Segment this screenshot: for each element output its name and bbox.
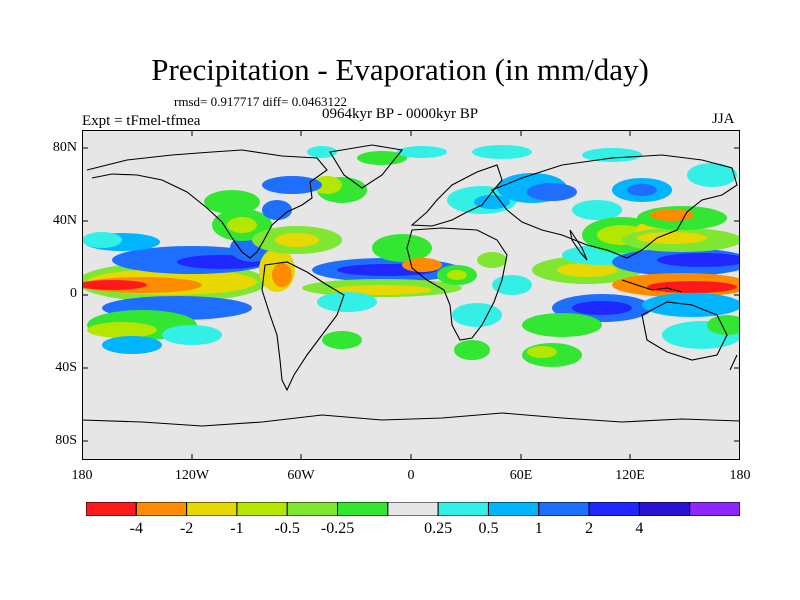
lat-label-40s: 40S xyxy=(55,360,77,375)
lon-label-60w: 60W xyxy=(287,468,315,483)
lat-label-0: 0 xyxy=(70,286,77,301)
lon-label-120w: 120W xyxy=(174,468,210,483)
period-label: 0964kyr BP - 0000kyr BP xyxy=(322,106,479,122)
map-title: Precipitation - Evaporation (in mm/day) xyxy=(151,52,649,87)
experiment-label: Expt = tFmel-tfmea xyxy=(82,113,201,129)
lon-label-0: 0 xyxy=(407,468,415,483)
lon-label-120e: 120E xyxy=(615,468,645,483)
colorbar xyxy=(86,502,740,516)
colorbar-label: -0.5 xyxy=(274,520,300,537)
colorbar-swatch xyxy=(538,502,590,516)
colorbar-swatch xyxy=(286,502,339,516)
colorbar-label: -0.25 xyxy=(320,520,355,537)
stats-label: rmsd= 0.917717 diff= 0.0463122 xyxy=(174,94,347,109)
colorbar-swatch xyxy=(387,502,439,516)
lat-label-80n: 80N xyxy=(52,140,77,155)
colorbar-swatch xyxy=(487,502,540,516)
colorbar-swatch xyxy=(588,502,640,516)
colorbar-label: 1 xyxy=(534,520,543,537)
lon-label-180w: 180 xyxy=(71,468,93,483)
colorbar-swatch xyxy=(689,502,740,516)
colorbar-label: 4 xyxy=(635,520,644,537)
axis-ticks xyxy=(82,130,740,460)
colorbar-label: -4 xyxy=(129,520,143,537)
colorbar-swatch xyxy=(186,502,238,516)
colorbar-label: 0.5 xyxy=(478,520,499,537)
lon-label-60e: 60E xyxy=(509,468,533,483)
season-label: JJA xyxy=(712,111,735,127)
colorbar-swatch xyxy=(236,502,288,516)
colorbar-swatch xyxy=(437,502,489,516)
colorbar-swatch xyxy=(86,502,137,516)
colorbar-swatch xyxy=(638,502,691,516)
coastlines xyxy=(82,144,740,427)
pe-field xyxy=(82,145,740,367)
lon-label-180e: 180 xyxy=(729,468,751,483)
colorbar-swatch xyxy=(135,502,188,516)
map-panel xyxy=(82,130,740,460)
colorbar-label: 0.25 xyxy=(424,520,453,537)
lat-label-80s: 80S xyxy=(55,433,77,448)
lat-label-40n: 40N xyxy=(52,213,77,228)
colorbar-label: 2 xyxy=(585,520,594,537)
colorbar-swatch xyxy=(337,502,389,516)
colorbar-label: -2 xyxy=(179,520,194,537)
colorbar-label: -1 xyxy=(230,520,244,537)
